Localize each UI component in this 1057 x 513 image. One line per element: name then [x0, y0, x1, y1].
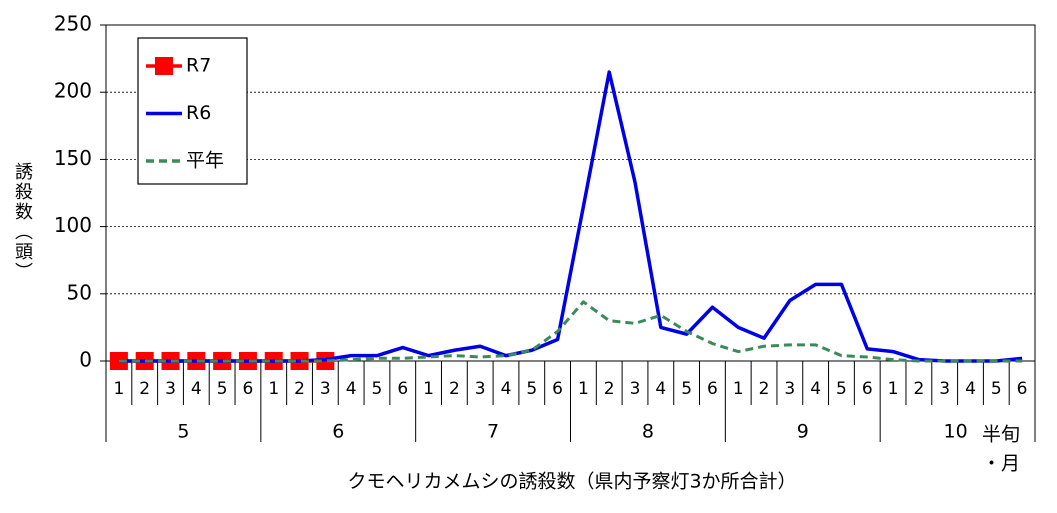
- y-tick-label: 250: [54, 12, 92, 36]
- series-line: [118, 300, 1023, 363]
- x-tick-label: 4: [501, 379, 512, 399]
- x-tick-label: 1: [113, 379, 124, 399]
- x-tick-label: 3: [630, 379, 641, 399]
- x-tick-label: 4: [655, 379, 666, 399]
- x-tick-label: 6: [1017, 379, 1028, 399]
- y-tick-label: 0: [79, 348, 92, 372]
- x-tick-label: 5: [836, 379, 847, 399]
- x-tick-label: 5: [681, 379, 692, 399]
- x-tick-label: 2: [913, 379, 924, 399]
- x-group-label: 8: [642, 421, 654, 443]
- x-group-label: 9: [797, 421, 809, 443]
- x-unit-label: ・月: [982, 453, 1020, 475]
- y-tick-label: 100: [54, 213, 92, 237]
- x-tick-label: 4: [810, 379, 821, 399]
- legend-marker: [155, 57, 173, 75]
- legend-label: R7: [186, 55, 211, 77]
- x-tick-label: 6: [707, 379, 718, 399]
- x-tick-label: 1: [733, 379, 744, 399]
- x-tick-label: 6: [243, 379, 254, 399]
- x-tick-label: 4: [965, 379, 976, 399]
- x-tick-label: 3: [939, 379, 950, 399]
- x-tick-label: 3: [165, 379, 176, 399]
- x-group-label: 6: [332, 421, 344, 443]
- x-group-label: 10: [943, 421, 967, 443]
- x-tick-label: 2: [294, 379, 305, 399]
- x-tick-label: 3: [320, 379, 331, 399]
- x-tick-label: 1: [578, 379, 589, 399]
- x-tick-label: 2: [139, 379, 150, 399]
- x-group-label: 7: [487, 421, 499, 443]
- x-tick-label: 2: [759, 379, 770, 399]
- x-tick-label: 1: [888, 379, 899, 399]
- x-tick-label: 4: [191, 379, 202, 399]
- y-tick-label: 150: [54, 146, 92, 170]
- x-group-label: 5: [177, 421, 189, 443]
- series-line: [118, 70, 1023, 363]
- legend-label: 平年: [186, 150, 224, 172]
- legend-label: R6: [186, 102, 211, 124]
- y-tick-label: 50: [67, 280, 92, 304]
- x-tick-label: 5: [372, 379, 383, 399]
- x-tick-label: 2: [604, 379, 615, 399]
- x-tick-label: 5: [991, 379, 1002, 399]
- x-tick-label: 5: [217, 379, 228, 399]
- x-tick-label: 6: [397, 379, 408, 399]
- x-unit-label: 半旬: [982, 424, 1020, 446]
- x-tick-label: 5: [526, 379, 537, 399]
- x-tick-label: 6: [862, 379, 873, 399]
- y-tick-label: 200: [54, 79, 92, 103]
- x-tick-label: 2: [449, 379, 460, 399]
- x-tick-label: 4: [346, 379, 357, 399]
- x-tick-label: 6: [552, 379, 563, 399]
- x-tick-label: 3: [475, 379, 486, 399]
- x-tick-label: 1: [423, 379, 434, 399]
- x-tick-label: 3: [784, 379, 795, 399]
- x-axis-label: クモヘリカメムシの誘殺数（県内予察灯3か所合計）: [347, 471, 796, 493]
- y-axis-label: 誘殺数（頭）: [12, 162, 33, 282]
- x-tick-label: 1: [268, 379, 279, 399]
